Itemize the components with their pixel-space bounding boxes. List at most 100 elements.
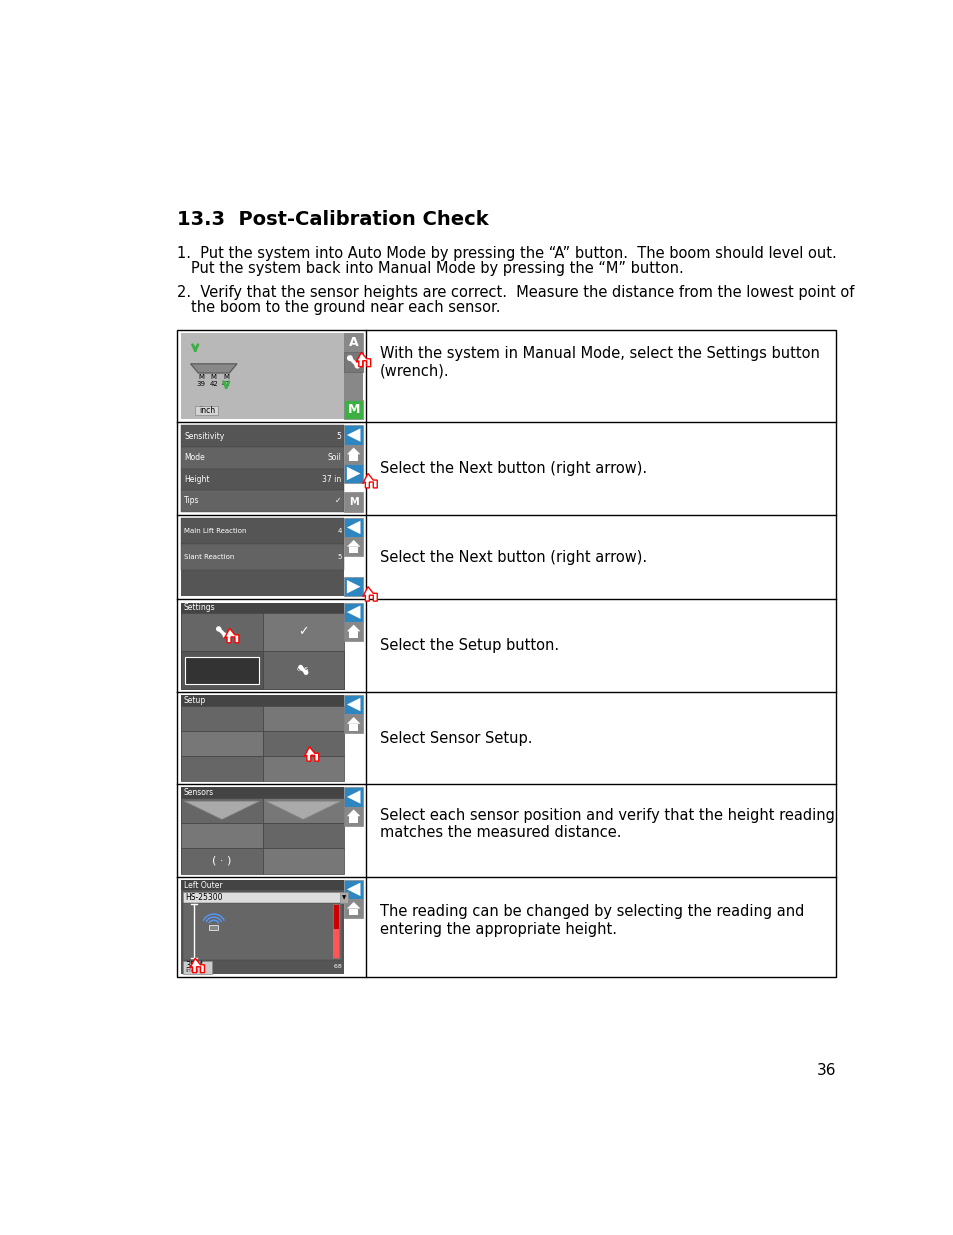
Text: The reading can be changed by selecting the reading and
entering the appropriate: The reading can be changed by selecting … — [379, 904, 803, 936]
Polygon shape — [347, 540, 360, 547]
Bar — [181, 787, 344, 798]
Text: GPS: GPS — [296, 667, 309, 672]
Polygon shape — [362, 473, 376, 488]
Bar — [349, 547, 357, 553]
Text: 1.  Put the system into Auto Mode by pressing the “A” button.  The boom should l: 1. Put the system into Auto Mode by pres… — [177, 246, 836, 261]
Polygon shape — [347, 698, 360, 711]
Bar — [262, 756, 344, 782]
Text: Select Sensor Setup.: Select Sensor Setup. — [379, 731, 532, 746]
Polygon shape — [347, 902, 360, 909]
Bar — [344, 537, 363, 556]
Text: ✓: ✓ — [297, 626, 308, 638]
Text: 5: 5 — [336, 432, 341, 441]
Text: inch: inch — [185, 968, 198, 973]
Bar — [181, 603, 344, 614]
Bar — [262, 705, 344, 731]
Bar — [344, 352, 363, 372]
Text: Sensitivity: Sensitivity — [184, 432, 224, 441]
Polygon shape — [347, 605, 360, 619]
Text: Put the system back into Manual Mode by pressing the “M” button.: Put the system back into Manual Mode by … — [192, 261, 683, 275]
Text: M: M — [211, 374, 216, 380]
Bar — [344, 425, 363, 445]
Text: Main Lift Reaction: Main Lift Reaction — [184, 527, 247, 534]
Bar — [344, 445, 363, 464]
Polygon shape — [184, 802, 259, 819]
Text: Select the Next button (right arrow).: Select the Next button (right arrow). — [379, 550, 646, 564]
Polygon shape — [304, 747, 318, 761]
Bar — [262, 731, 344, 756]
Text: Select each sensor position and verify that the height reading
matches the measu: Select each sensor position and verify t… — [379, 808, 834, 841]
Bar — [344, 714, 363, 734]
Polygon shape — [266, 802, 340, 819]
Text: 37 in: 37 in — [322, 474, 341, 484]
Bar — [340, 892, 348, 903]
Text: 35.4: 35.4 — [185, 961, 203, 969]
Text: 39: 39 — [196, 380, 206, 387]
Polygon shape — [347, 429, 360, 442]
Bar — [181, 879, 344, 973]
Text: ( · ): ( · ) — [212, 856, 232, 866]
Bar — [181, 756, 262, 782]
Polygon shape — [347, 718, 360, 724]
Polygon shape — [347, 467, 360, 480]
Text: Select the Next button (right arrow).: Select the Next button (right arrow). — [379, 461, 646, 475]
Bar — [181, 824, 262, 848]
Bar — [181, 468, 344, 490]
Bar — [181, 848, 262, 873]
Bar — [181, 425, 344, 447]
Bar — [349, 724, 357, 731]
Text: M: M — [349, 496, 358, 508]
Polygon shape — [347, 883, 360, 897]
Bar — [181, 425, 344, 511]
Polygon shape — [347, 580, 360, 594]
Bar — [262, 651, 344, 689]
Bar — [181, 879, 344, 890]
Text: Settings: Settings — [183, 604, 215, 613]
Polygon shape — [347, 790, 360, 804]
Bar — [262, 798, 344, 824]
Bar — [344, 577, 363, 597]
Bar — [344, 787, 363, 806]
Bar — [344, 400, 363, 419]
Bar — [344, 464, 363, 483]
Bar — [181, 651, 262, 689]
Bar — [344, 899, 363, 918]
Bar — [349, 454, 357, 461]
Bar — [344, 333, 363, 419]
Bar — [333, 929, 339, 958]
Polygon shape — [347, 521, 360, 535]
Bar — [209, 925, 218, 930]
Bar — [181, 333, 344, 419]
Polygon shape — [347, 809, 360, 816]
Bar — [344, 333, 363, 352]
Text: 13.3  Post-Calibration Check: 13.3 Post-Calibration Check — [177, 210, 489, 228]
Bar — [181, 603, 344, 689]
Text: M: M — [223, 374, 229, 380]
Text: HS-25300: HS-25300 — [185, 893, 222, 902]
Text: 41: 41 — [221, 380, 231, 387]
Bar — [181, 695, 344, 782]
Bar — [181, 651, 262, 689]
Bar — [181, 705, 262, 731]
Text: A: A — [349, 336, 358, 350]
Text: 42: 42 — [210, 380, 218, 387]
Bar — [181, 517, 344, 597]
Text: inch: inch — [198, 406, 214, 415]
Bar — [349, 816, 357, 823]
Text: Mode: Mode — [184, 453, 205, 462]
Bar — [349, 909, 357, 915]
Text: Left Outer: Left Outer — [183, 881, 222, 889]
Text: 4: 4 — [337, 527, 341, 534]
Text: ✓: ✓ — [335, 496, 341, 505]
Bar — [262, 614, 344, 651]
Bar — [349, 631, 357, 638]
Text: M: M — [347, 403, 359, 416]
Polygon shape — [362, 587, 376, 601]
Text: 2.  Verify that the sensor heights are correct.  Measure the distance from the l: 2. Verify that the sensor heights are co… — [177, 285, 854, 300]
Bar — [344, 493, 363, 511]
Text: 36: 36 — [816, 1062, 835, 1078]
Bar — [181, 798, 262, 824]
Text: ▼: ▼ — [341, 895, 346, 900]
Bar — [183, 903, 342, 960]
Text: Select the Setup button.: Select the Setup button. — [379, 638, 558, 653]
